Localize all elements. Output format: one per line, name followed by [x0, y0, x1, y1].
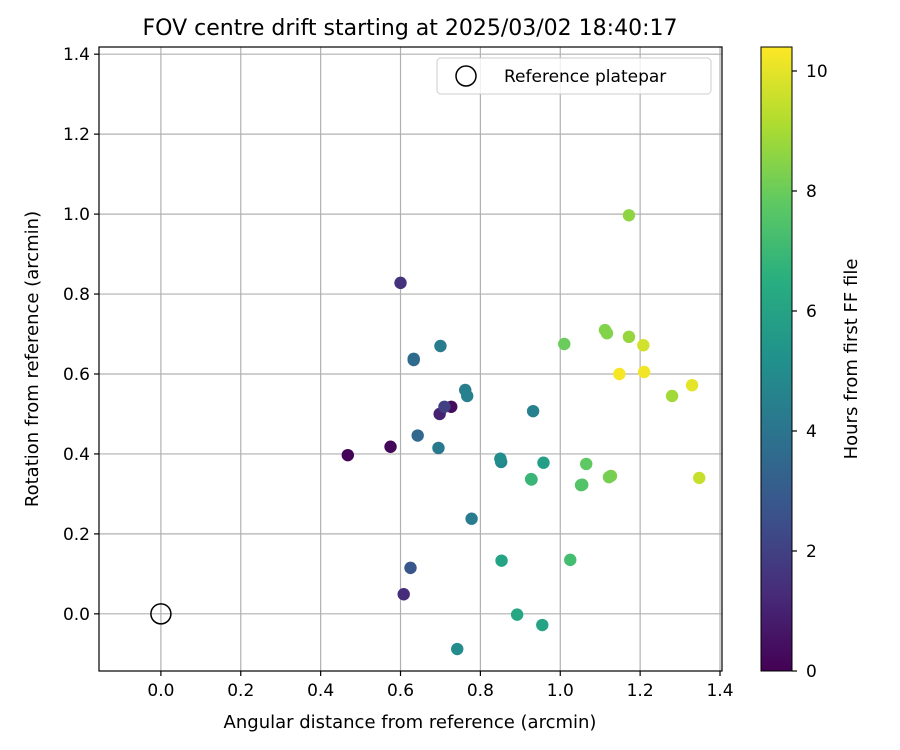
data-point [432, 441, 445, 455]
data-point [526, 404, 540, 418]
data-point [451, 642, 464, 656]
data-point [384, 440, 397, 453]
data-point [537, 456, 550, 469]
colorbar [760, 46, 793, 672]
data-point [394, 276, 407, 290]
y-tick-label: 0.6 [63, 365, 90, 385]
data-point [465, 512, 478, 525]
data-point [564, 553, 577, 567]
legend-box [436, 57, 712, 95]
x-tick-label: 0.2 [227, 681, 254, 701]
data-point [404, 561, 417, 575]
y-tick-label: 0.4 [63, 445, 90, 465]
plot-area-frame [98, 46, 723, 672]
x-tick-label: 0.8 [467, 681, 494, 701]
colorbar-tick-label: 2 [806, 542, 817, 562]
data-point [580, 457, 593, 471]
colorbar-ticks: 0 2 4 6 8 10 [792, 62, 828, 682]
x-tick-label: 1.4 [706, 681, 733, 701]
y-tick-label: 0.0 [63, 605, 90, 625]
x-tick-label: 0.4 [307, 681, 334, 701]
data-point [407, 352, 420, 366]
data-point [574, 478, 588, 492]
legend-marker-open-circle [455, 65, 477, 87]
data-point [494, 452, 507, 465]
data-point [536, 618, 549, 632]
data-point [341, 448, 355, 462]
legend-entry-label: Reference platepar [504, 67, 666, 87]
y-tick-label: 1.2 [63, 125, 90, 145]
colorbar-tick-label: 8 [806, 182, 817, 202]
x-tick-label: 0.0 [147, 681, 174, 701]
data-point [622, 209, 636, 222]
colorbar-tick-label: 4 [806, 422, 817, 442]
data-point [637, 365, 651, 379]
data-point [613, 367, 626, 381]
data-point [602, 470, 616, 484]
data-point [461, 389, 474, 403]
y-tick-label: 1.4 [63, 45, 90, 65]
y-tick-label: 1.0 [63, 205, 90, 225]
data-point [495, 554, 508, 567]
data-point [510, 608, 524, 621]
data-point [524, 472, 538, 486]
data-point [600, 327, 614, 340]
data-point [411, 429, 424, 442]
legend: Reference platepar [436, 57, 712, 95]
x-tick-label: 1.0 [547, 681, 574, 701]
x-axis-ticks: 0.0 0.2 0.4 0.6 0.8 1.0 1.2 1.4 [147, 671, 734, 701]
y-axis-label: Rotation from reference (arcmin) [22, 211, 43, 507]
data-point [397, 588, 410, 601]
reference-point-group [150, 603, 172, 625]
colorbar-tick-label: 0 [806, 662, 817, 682]
colorbar-tick-label: 6 [806, 302, 817, 322]
data-point [558, 337, 571, 351]
grid-lines [99, 47, 722, 671]
x-tick-label: 1.2 [627, 681, 654, 701]
chart-title: FOV centre drift starting at 2025/03/02 … [143, 16, 678, 41]
colorbar-label: Hours from first FF file [841, 259, 862, 460]
y-axis-ticks: 0.0 0.2 0.4 0.6 0.8 1.0 1.2 1.4 [63, 45, 99, 625]
data-point [434, 339, 447, 353]
data-point [693, 471, 706, 485]
data-points [341, 209, 706, 656]
colorbar-tick-label: 10 [806, 62, 828, 82]
x-axis-label: Angular distance from reference (arcmin) [224, 712, 597, 733]
data-point [665, 389, 679, 403]
data-point [438, 400, 451, 413]
data-point [622, 330, 636, 344]
reference-platepar-marker [150, 603, 172, 625]
data-point [685, 378, 699, 392]
y-tick-label: 0.2 [63, 525, 90, 545]
data-point [637, 339, 650, 352]
y-tick-label: 0.8 [63, 285, 90, 305]
x-tick-label: 0.6 [387, 681, 414, 701]
